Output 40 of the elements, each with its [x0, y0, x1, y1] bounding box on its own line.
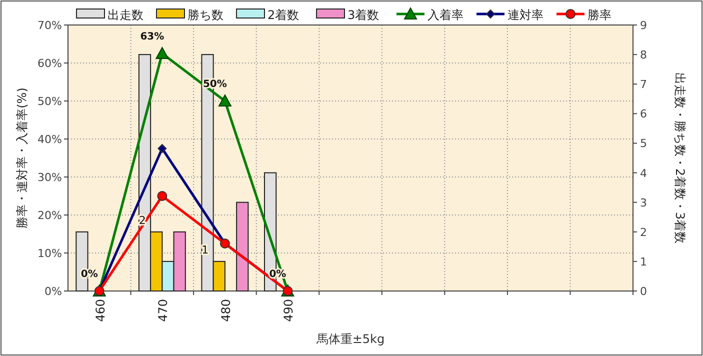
y-tick-label: 70%	[38, 19, 62, 32]
x-tick-label: 480	[218, 299, 233, 322]
legend-label: 勝率	[588, 8, 612, 22]
x-tick-label: 490	[282, 299, 296, 322]
x-axis-title: 馬体重±5kg	[315, 332, 385, 346]
legend-label: 3着数	[348, 8, 380, 22]
y2-tick-label: 1	[640, 255, 647, 268]
point	[218, 94, 232, 106]
legend-label: 入着率	[428, 8, 464, 22]
y-tick-label: 0%	[44, 285, 62, 298]
y-tick-label: 20%	[38, 209, 62, 222]
y-tick-label: 40%	[38, 133, 62, 146]
y-tick-label: 50%	[38, 95, 62, 108]
data-label: 63%	[140, 32, 164, 42]
legend-label: 勝ち数	[188, 8, 224, 22]
y2-tick-label: 3	[640, 196, 647, 210]
x-tick-label: 470	[156, 299, 170, 322]
y2-tick-label: 7	[640, 78, 647, 92]
y-tick-label: 60%	[38, 57, 62, 70]
x-tick-label: 460	[93, 299, 108, 322]
y2-tick-label: 9	[640, 19, 647, 32]
y-axis-title: 勝率・連対率・入着率(%)	[15, 88, 29, 228]
y2-tick-label: 6	[640, 108, 647, 121]
data-label: 2	[138, 214, 146, 227]
legend-label: 連対率	[508, 8, 544, 22]
point	[158, 144, 167, 153]
y-tick-label: 30%	[38, 171, 62, 184]
y2-tick-label: 4	[640, 166, 647, 180]
y2-tick-label: 5	[640, 137, 647, 150]
bar	[236, 202, 249, 292]
data-label: 1	[202, 243, 209, 256]
y2-tick-label: 0	[640, 285, 647, 298]
legend-label: 2着数	[268, 8, 300, 22]
y2-tick-label: 8	[640, 48, 647, 62]
legend-label: 出走数	[108, 8, 144, 22]
point	[156, 47, 169, 59]
point	[157, 191, 168, 201]
y2-tick-label: 2	[640, 226, 647, 239]
y-tick-label: 10%	[38, 247, 62, 260]
y2-axis-title: 出走数・勝ち数・2着数・3着数	[673, 72, 687, 244]
